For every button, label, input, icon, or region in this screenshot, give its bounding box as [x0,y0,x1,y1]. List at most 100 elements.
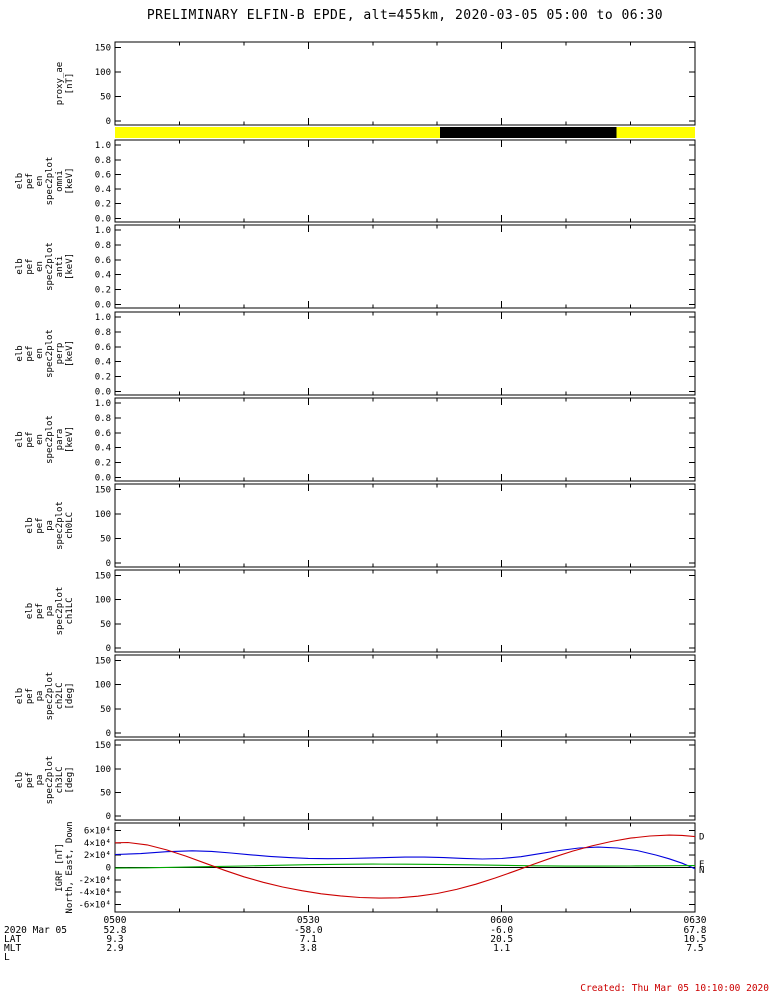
annotation-value: 3.8 [300,943,317,954]
annotation-value: 20.5 [490,934,513,945]
y-tick-label: 0.8 [95,241,111,251]
panel-para: 0.0 0.2 0.4 0.6 0.8 1.0 elb pef en spec2plot para[… [15,397,696,483]
y-axis-label: ch1LC [65,597,75,624]
y-axis-label: North, East, Down [65,821,75,913]
y-tick-label: 1.0 [95,226,111,236]
y-axis-label: [keV] [65,167,75,194]
y-tick-label: 150 [95,43,111,53]
y-tick-label: 50 [100,789,111,799]
y-axis-label: ch3LC [55,766,65,793]
panel-ch0LC: 0 50 100 150 elb pef pa spec2plot ch0LC [25,483,696,569]
y-tick-label: 0.4 [95,444,111,454]
y-tick-label: 0.0 [95,473,111,483]
y-axis-label: [deg] [65,766,75,793]
y-tick-label: 100 [95,68,111,78]
panel-ch1LC: 0 50 100 150 elb pef pa spec2plot ch1LC [25,569,696,654]
y-tick-label: 100 [95,510,111,520]
y-axis-label: pa [45,520,55,531]
time-tick-label: 0500 [104,915,127,926]
annotation-row-label: MLT [4,943,21,954]
y-tick-label: 0 [106,864,111,874]
y-axis-label: en [35,434,45,445]
y-tick-label: -4×10⁴ [78,888,111,898]
series-D [114,834,696,899]
y-tick-label: -6×10⁴ [78,901,111,911]
y-tick-label: 0.6 [95,429,111,439]
y-axis-label: spec2plot [45,672,55,721]
y-axis-label: [keV] [65,253,75,280]
y-tick-label: 150 [95,571,111,581]
y-axis-label: proxy_ae [55,62,65,105]
annotation-value: 10.5 [684,934,707,945]
panel-frame [114,739,696,821]
y-axis-label: pef [25,258,35,274]
y-tick-label: 1.0 [95,313,111,323]
y-tick-label: 0.0 [95,300,111,310]
annotation-value: 2.9 [106,943,123,954]
annotation-row-label: 2020 Mar 05 [4,925,67,936]
annotation-value: 7.5 [686,943,703,954]
panel-ch2LC: 0 50 100 150 elb pef pa spec2plot ch2LC [deg] [15,654,696,739]
status-bar-segment [439,127,617,138]
annotation-value: -6.0 [490,925,513,936]
y-axis-label: omni [55,170,65,192]
panel-frame [114,483,696,568]
panel-position_bar [115,127,695,138]
panel-frame [114,311,696,396]
y-axis-label: en [35,176,45,187]
y-tick-label: 0.2 [95,459,111,469]
y-axis-label: perp [55,343,65,365]
panel-igrf: -6×10⁴ -4×10⁴ -2×10⁴ 0 2×10⁴ 4×10⁴ 6×10⁴ IGRF [… [55,821,704,913]
y-axis-label: elb [15,688,25,704]
y-axis-label: [deg] [65,682,75,709]
y-axis-label: [nT] [65,73,75,95]
series-label-N: N [699,866,704,876]
y-tick-label: 0.0 [95,214,111,224]
y-tick-label: 0.6 [95,170,111,180]
annotation-value: 9.3 [106,934,123,945]
y-tick-label: -2×10⁴ [78,876,111,886]
annotation-row-label: LAT [4,934,21,945]
y-axis-label: pef [25,772,35,788]
y-tick-label: 0 [106,559,111,569]
y-tick-label: 50 [100,535,111,545]
y-tick-label: 2×10⁴ [84,851,111,861]
annotation-value: -58.0 [294,925,323,936]
y-tick-label: 150 [95,485,111,495]
y-tick-label: 0 [106,812,111,822]
y-tick-label: 0.2 [95,373,111,383]
y-tick-label: 100 [95,765,111,775]
panel-frame [114,139,696,223]
series-label-D: D [699,833,704,843]
panel-frame [114,569,696,653]
time-tick-label: 0630 [684,915,707,926]
panel-proxy_ae: 0 50 100 150 proxy_ae [nT] [55,41,696,127]
y-tick-label: 150 [95,741,111,751]
y-axis-label: elb [25,517,35,533]
y-axis-label: en [35,348,45,359]
annotation-value: 1.1 [493,943,510,954]
y-tick-label: 0.4 [95,358,111,368]
panel-anti: 0.0 0.2 0.4 0.6 0.8 1.0 elb pef en spec2plot anti[… [15,224,696,310]
panel-frame [114,224,696,309]
y-axis-label: spec2plot [55,501,65,550]
series-E [114,863,696,869]
y-tick-label: 50 [100,620,111,630]
y-axis-label: para [55,429,65,451]
y-axis-label: pef [35,517,45,533]
y-tick-label: 0.8 [95,414,111,424]
y-tick-label: 0.4 [95,271,111,281]
panel-perp: 0.0 0.2 0.4 0.6 0.8 1.0 elb pef en spec2plot perp[… [15,311,696,397]
y-axis-label: spec2plot [55,587,65,636]
y-axis-label: pa [35,691,45,702]
y-axis-label: pef [35,603,45,619]
y-tick-label: 100 [95,596,111,606]
y-tick-label: 0.8 [95,328,111,338]
y-tick-label: 50 [100,705,111,715]
y-tick-label: 0.6 [95,343,111,353]
y-tick-label: 100 [95,681,111,691]
annotation-value: 67.8 [684,925,707,936]
